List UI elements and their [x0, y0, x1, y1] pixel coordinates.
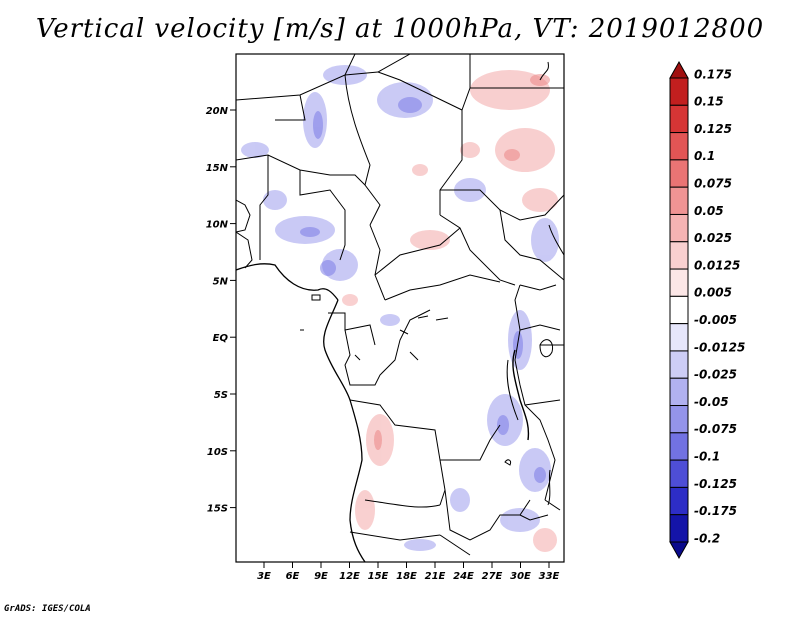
colorbar-segment — [669, 213, 689, 243]
colorbar-label: 0.1 — [694, 149, 715, 163]
negative-velocity-patches — [241, 65, 559, 551]
lon-tick-label: 6E — [286, 571, 300, 582]
lon-tick-label: 15E — [368, 571, 389, 582]
colorbar-segment — [669, 295, 689, 325]
colorbar-label: 0.125 — [694, 122, 732, 136]
lat-tick-label: 15S — [207, 504, 228, 515]
colorbar-segment — [669, 104, 689, 134]
map-frame — [235, 53, 565, 563]
lat-tick-label: 5S — [214, 390, 228, 401]
lon-tick-label: 18E — [396, 571, 417, 582]
colorbar-label: -0.0125 — [694, 340, 745, 354]
lat-tick-label: EQ — [213, 333, 229, 344]
colorbar-label: -0.025 — [694, 368, 737, 382]
lon-tick-label: 9E — [314, 571, 328, 582]
latitude-axis: 20N 15N 10N 5N EQ 5S 10S 15S — [206, 106, 236, 515]
colorbar-label: -0.2 — [694, 531, 720, 545]
colorbar-label: 0.0125 — [694, 258, 740, 272]
lon-tick-label: 27E — [482, 571, 503, 582]
colorbar-label: -0.005 — [694, 313, 737, 327]
colorbar-label: -0.05 — [694, 395, 729, 409]
lat-tick-label: 10N — [206, 220, 229, 231]
colorbar-segment — [669, 186, 689, 215]
lon-tick-label: 24E — [453, 571, 474, 582]
colorbar-label: -0.1 — [694, 449, 720, 463]
colorbar-label: 0.175 — [694, 67, 732, 81]
colorbar-label: -0.175 — [694, 504, 737, 518]
colorbar-segment — [669, 323, 689, 352]
lon-tick-label: 21E — [425, 571, 446, 582]
colorbar-label: 0.005 — [694, 286, 732, 300]
colorbar-bottom-arrow — [669, 541, 689, 560]
lat-tick-label: 15N — [206, 163, 229, 174]
velocity-field — [241, 65, 559, 552]
grads-credit: GrADS: IGES/COLA — [4, 604, 91, 614]
colorbar-label: 0.025 — [694, 231, 732, 245]
lon-tick-label: 33E — [539, 571, 560, 582]
colorbar-segment — [669, 486, 689, 516]
lat-tick-label: 20N — [206, 106, 229, 117]
colorbar: 0.175 0.15 0.125 0.1 0.075 0.05 0.025 0.0125 0.0… — [669, 60, 745, 560]
lon-tick-label: 30E — [510, 571, 531, 582]
colorbar-segment — [669, 377, 689, 407]
colorbar-segment — [669, 405, 689, 434]
lon-tick-label: 3E — [257, 571, 271, 582]
lat-tick-label: 10S — [207, 447, 228, 458]
colorbar-segment — [669, 514, 689, 543]
strong-negative-patches — [300, 97, 546, 483]
colorbar-label: -0.075 — [694, 422, 737, 436]
colorbar-segment — [669, 159, 689, 188]
colorbar-label: 0.05 — [694, 204, 724, 218]
colorbar-segment — [669, 432, 689, 461]
colorbar-segment — [669, 268, 689, 297]
colorbar-label: 0.075 — [694, 177, 732, 191]
colorbar-segment — [669, 350, 689, 379]
colorbar-segment — [669, 459, 689, 488]
colorbar-segment — [669, 132, 689, 161]
lon-tick-label: 12E — [339, 571, 360, 582]
colorbar-label: -0.125 — [694, 477, 737, 491]
colorbar-top-arrow — [669, 60, 689, 79]
colorbar-label: 0.15 — [694, 95, 724, 109]
longitude-axis: 3E 6E 9E 12E 15E 18E 21E 24E 27E 30E 33E — [257, 562, 560, 582]
colorbar-segment — [669, 77, 689, 106]
lat-tick-label: 5N — [213, 276, 229, 287]
country-borders — [236, 54, 564, 562]
colorbar-segment — [669, 241, 689, 270]
chart-title: Vertical velocity [m/s] at 1000hPa, VT: … — [35, 14, 765, 44]
